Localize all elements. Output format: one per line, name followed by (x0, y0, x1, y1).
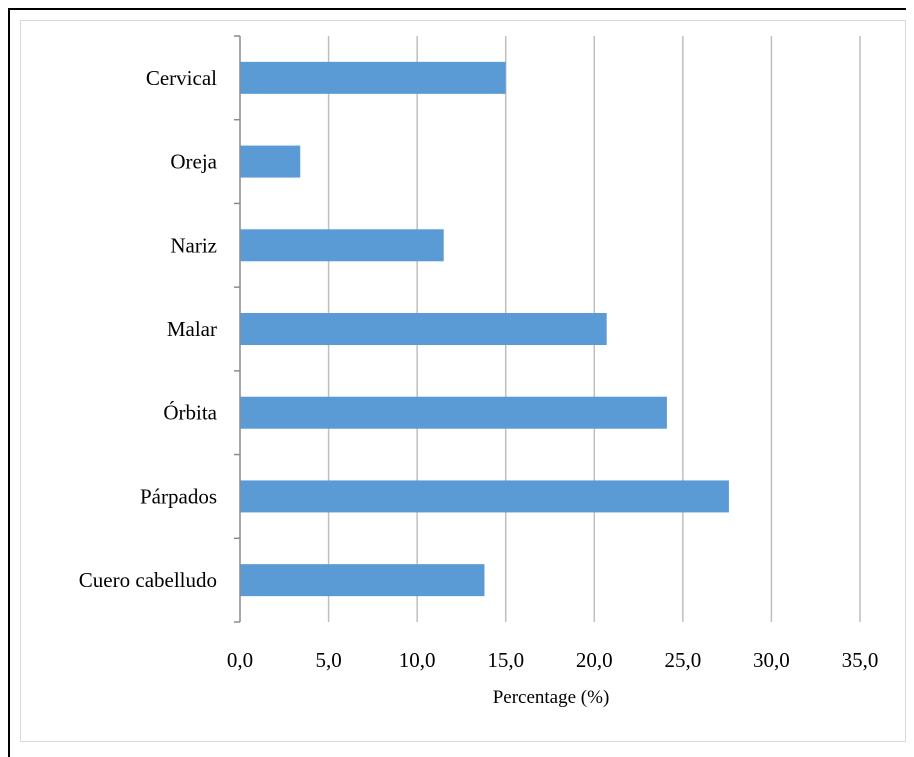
bar (240, 313, 607, 345)
frame-top-border (8, 8, 906, 10)
labels: 0,0 5,0 10,0 15,0 20,0 25,0 30,0 35,0 Cervical Or… (79, 66, 879, 672)
category-label: Cervical (146, 66, 217, 90)
x-tick-label: 20,0 (576, 648, 613, 672)
bar (240, 145, 301, 178)
category-label: Párpados (140, 484, 217, 508)
x-axis-title: Percentage (%) (493, 687, 610, 708)
x-tick-label: 5,0 (315, 648, 341, 672)
x-tick-label: 35,0 (842, 648, 879, 672)
bar (240, 396, 667, 429)
category-label: Oreja (170, 150, 217, 174)
bar (240, 480, 729, 513)
bar (240, 61, 506, 94)
category-label: Órbita (163, 401, 217, 425)
bars (240, 61, 729, 597)
x-tick-label: 10,0 (399, 648, 436, 672)
bar (240, 229, 444, 262)
x-tick-label: 0,0 (227, 648, 253, 672)
category-label: Malar (167, 317, 217, 341)
x-tick-label: 15,0 (487, 648, 524, 672)
frame-left-border (8, 8, 10, 757)
x-tick-label: 30,0 (753, 648, 790, 672)
chart-area (20, 20, 906, 742)
x-tick-label: 25,0 (664, 648, 701, 672)
bar (240, 564, 485, 597)
category-label: Nariz (170, 233, 217, 257)
axes (234, 35, 241, 623)
category-label: Cuero cabelludo (79, 568, 217, 592)
